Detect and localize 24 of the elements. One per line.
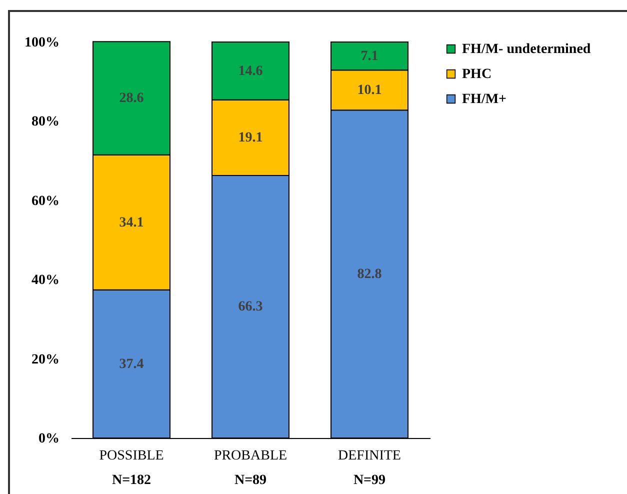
data-label: 19.1	[238, 130, 263, 146]
x-tick-label: DEFINITE	[338, 448, 401, 464]
data-label: 82.8	[357, 267, 382, 282]
data-label: 10.1	[357, 83, 382, 98]
x-tick-label: PROBABLE	[214, 448, 288, 464]
y-tick-label: 20%	[32, 352, 60, 368]
legend-label: FH/M+	[462, 92, 507, 107]
data-label: 34.1	[119, 215, 144, 230]
y-tick-label: 60%	[32, 194, 60, 209]
data-label: 37.4	[119, 356, 144, 372]
data-label: 28.6	[119, 91, 144, 106]
data-label: 66.3	[238, 300, 263, 315]
legend-label: PHC	[462, 67, 492, 82]
text: N=99	[353, 473, 386, 488]
y-tick-label: 40%	[32, 273, 60, 288]
text: N=89	[234, 473, 267, 488]
text: N=182	[112, 473, 152, 488]
data-label: 7.1	[360, 49, 378, 64]
y-tick-label: 80%	[32, 114, 60, 130]
legend-label: FH/M- undetermined	[462, 42, 591, 57]
data-label: 14.6	[238, 64, 263, 79]
x-tick-label: POSSIBLE	[99, 448, 164, 464]
y-tick-label: 100%	[24, 36, 60, 50]
y-tick-label: 0%	[38, 432, 60, 446]
